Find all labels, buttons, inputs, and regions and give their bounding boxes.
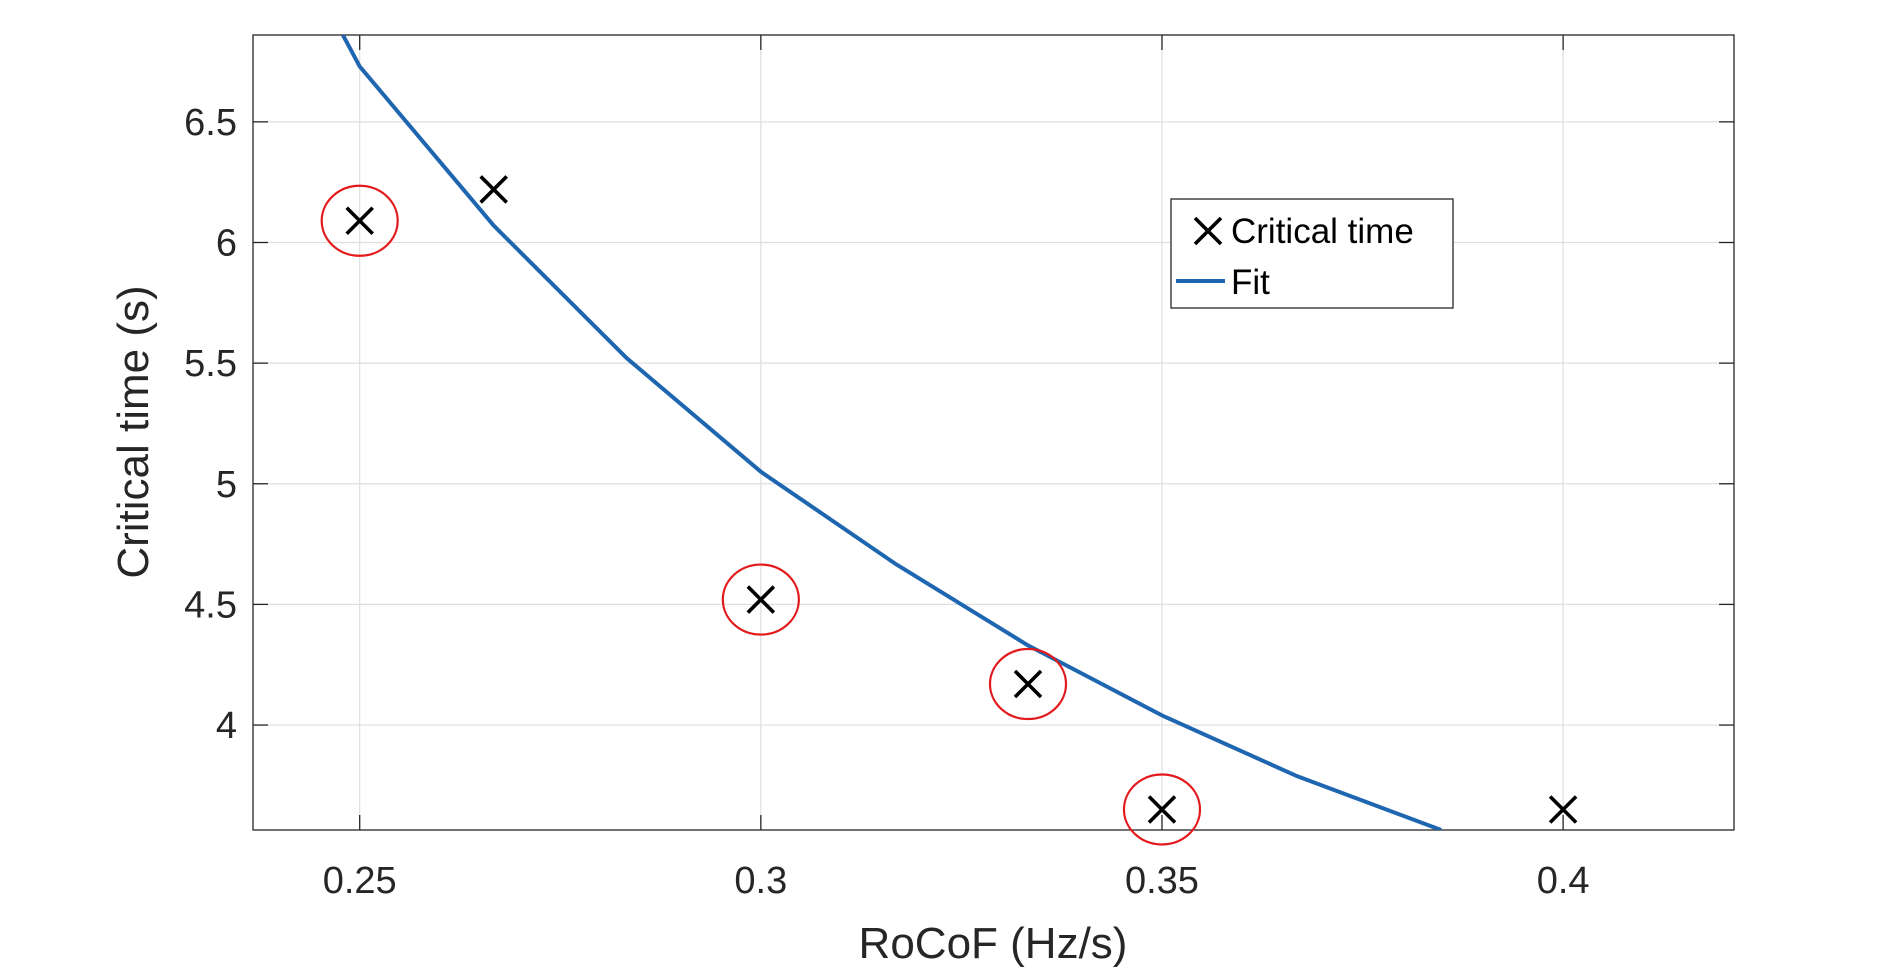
highlight-circle	[320, 184, 399, 257]
data-point-critical-time	[1548, 795, 1578, 824]
x-tick-label: 0.3	[734, 860, 787, 902]
y-tick-label: 6	[216, 222, 237, 264]
y-tick-label: 4	[216, 705, 237, 747]
plot-frame	[252, 34, 1735, 831]
data-point-critical-time	[479, 175, 508, 204]
x-axis-title: RoCoF (Hz/s)	[859, 919, 1128, 968]
marker-stroke	[1548, 795, 1578, 824]
y-tick-label: 5	[216, 464, 237, 506]
data-point-critical-time	[345, 206, 374, 236]
data-point-critical-time	[1147, 795, 1177, 824]
marker-stroke	[345, 206, 374, 236]
highlight-circle	[1122, 773, 1202, 846]
fit-line	[341, 35, 1442, 830]
legend: Critical time Fit	[1170, 198, 1454, 309]
marker-stroke	[479, 175, 508, 204]
x-tick-label: 0.4	[1537, 860, 1590, 902]
legend-marker-x	[1193, 216, 1223, 246]
legend-label-fit: Fit	[1231, 263, 1270, 302]
data-point-critical-time	[746, 585, 776, 614]
grid	[253, 35, 1734, 830]
x-tick-label: 0.35	[1125, 860, 1199, 902]
data-point-critical-time	[1013, 669, 1043, 699]
y-axis-title: Critical time (s)	[109, 285, 158, 578]
highlight-circle	[988, 647, 1068, 721]
x-tick-labels: 0.25 0.3 0.35 0.4	[323, 860, 1590, 902]
series-layer	[320, 35, 1578, 846]
marker-stroke	[1013, 669, 1043, 699]
marker-stroke	[1147, 795, 1177, 824]
y-tick-label: 5.5	[184, 343, 237, 385]
marker-stroke	[1193, 216, 1223, 246]
highlight-circle	[721, 563, 800, 636]
y-tick-label: 6.5	[184, 102, 237, 144]
plot-background	[253, 35, 1734, 830]
x-tick-label: 0.25	[323, 860, 397, 902]
legend-box	[1170, 198, 1454, 309]
legend-label-critical-time: Critical time	[1231, 212, 1414, 251]
y-tick-labels: 4 4.5 5 5.5 6 6.5	[184, 102, 237, 747]
marker-stroke	[746, 585, 776, 614]
y-tick-label: 4.5	[184, 584, 237, 626]
legend-marker-critical-time	[1193, 216, 1223, 246]
axis-ticks	[253, 35, 1734, 830]
